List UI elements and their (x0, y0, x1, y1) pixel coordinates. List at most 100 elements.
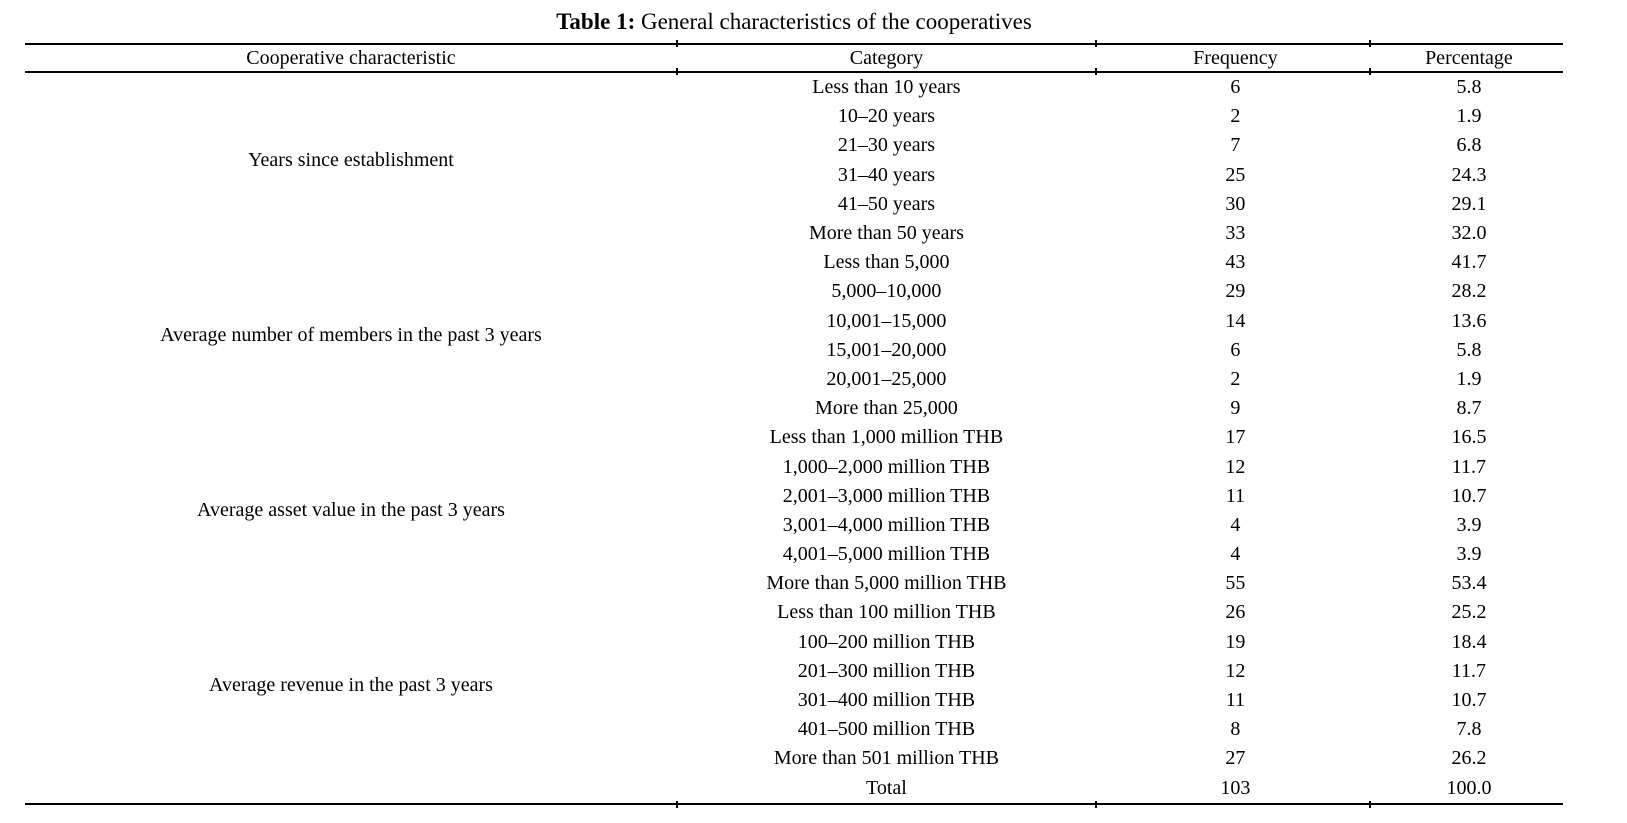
column-boundary-tick (1368, 40, 1371, 47)
frequency-cell: 43 (1225, 251, 1246, 274)
percentage-cell: 32.0 (1451, 222, 1487, 245)
frequency-cell: 30 (1225, 192, 1246, 215)
percentage-cell: 16.5 (1451, 426, 1487, 449)
category-cell: 10–20 years (837, 105, 936, 128)
frequency-cell: 9 (1230, 397, 1241, 420)
total-percentage-cell: 100.0 (1446, 776, 1492, 799)
category-cell: 20,001–25,000 (826, 367, 947, 390)
frequency-cell: 12 (1225, 455, 1246, 478)
percentage-cell: 5.8 (1456, 76, 1482, 99)
category-cell: 5,000–10,000 (831, 280, 942, 303)
column-boundary-tick (675, 68, 678, 75)
category-cell: 31–40 years (837, 163, 936, 186)
category-cell: 3,001–4,000 million THB (782, 513, 991, 536)
table-caption-label: Table 1: (556, 9, 636, 34)
column-boundary-tick (675, 800, 678, 808)
category-cell: 15,001–20,000 (826, 338, 947, 361)
category-cell: Less than 10 years (812, 76, 961, 99)
table-row: Average asset value in the past 3 years … (25, 423, 1563, 521)
percentage-cell: 3.9 (1456, 543, 1482, 566)
table-row: More than 501 million THB 27 26.2 (25, 744, 1563, 773)
column-header-category: Category (676, 44, 1096, 73)
category-cell: 100–200 million THB (797, 630, 976, 653)
total-label-cell: Total (866, 776, 907, 799)
frequency-cell: 2 (1230, 367, 1241, 390)
table-row: Years since establishment Less than 10 y… (25, 72, 1563, 171)
category-cell: Less than 100 million THB (777, 601, 996, 624)
category-cell: 4,001–5,000 million THB (782, 543, 991, 566)
frequency-cell: 11 (1225, 484, 1246, 507)
frequency-cell: 12 (1225, 659, 1246, 682)
characteristic-cell-empty (25, 774, 677, 804)
percentage-cell: 11.7 (1451, 659, 1487, 682)
frequency-cell: 4 (1230, 543, 1241, 566)
column-boundary-tick (1095, 40, 1098, 47)
total-frequency-cell: 103 (1220, 776, 1251, 799)
column-boundary-tick (1368, 68, 1371, 75)
table-row: 100–200 million THB 19 18.4 (25, 628, 1563, 657)
frequency-cell: 26 (1225, 601, 1246, 624)
percentage-cell: 24.3 (1451, 163, 1487, 186)
table-row: 15,001–20,000 6 5.8 (25, 336, 1563, 365)
table-row: 10,001–15,000 14 13.6 (25, 307, 1563, 336)
column-boundary-tick (675, 40, 678, 47)
cooperative-characteristics-table: Cooperative characteristic Category Freq… (25, 43, 1563, 805)
percentage-cell: 1.9 (1456, 105, 1482, 128)
table-row: 5,000–10,000 29 28.2 (25, 277, 1563, 306)
category-cell: Less than 1,000 million THB (769, 426, 1004, 449)
table-caption-text: General characteristics of the cooperati… (635, 9, 1032, 34)
frequency-cell: 6 (1230, 76, 1241, 99)
percentage-cell: 18.4 (1451, 630, 1487, 653)
category-cell: More than 501 million THB (773, 747, 1000, 770)
table-row: Average revenue in the past 3 years Less… (25, 598, 1563, 696)
category-cell: More than 5,000 million THB (766, 572, 1007, 595)
characteristic-cell: Average revenue in the past 3 years (209, 674, 493, 697)
column-boundary-tick (1368, 800, 1371, 808)
table-row: 201–300 million THB 12 11.7 (25, 657, 1563, 686)
frequency-cell: 27 (1225, 747, 1246, 770)
percentage-cell: 10.7 (1451, 689, 1487, 712)
frequency-cell: 17 (1225, 426, 1246, 449)
category-cell: More than 25,000 (815, 397, 958, 420)
table-caption: Table 1: General characteristics of the … (25, 7, 1563, 37)
table-row: Average number of members in the past 3 … (25, 248, 1563, 346)
percentage-cell: 6.8 (1456, 134, 1482, 157)
category-cell: 301–400 million THB (797, 689, 976, 712)
frequency-cell: 33 (1225, 222, 1246, 245)
frequency-cell: 55 (1225, 572, 1246, 595)
percentage-cell: 7.8 (1456, 718, 1482, 741)
percentage-cell: 26.2 (1451, 747, 1487, 770)
column-header-frequency: Frequency (1095, 44, 1375, 73)
characteristic-cell: Average number of members in the past 3 … (160, 324, 542, 347)
frequency-cell: 2 (1230, 105, 1241, 128)
column-boundary-tick (1095, 800, 1098, 808)
header-row: Cooperative characteristic Category Freq… (25, 44, 1563, 73)
percentage-cell: 11.7 (1451, 455, 1487, 478)
frequency-cell: 25 (1225, 163, 1246, 186)
percentage-cell: 53.4 (1451, 572, 1487, 595)
column-boundary-tick (1095, 68, 1098, 75)
table-row: 301–400 million THB 11 10.7 (25, 686, 1563, 715)
frequency-cell: 7 (1230, 134, 1241, 157)
table-row: 20,001–25,000 2 1.9 (25, 365, 1563, 394)
column-header-characteristic: Cooperative characteristic (25, 44, 677, 73)
table-row: 21–30 years 7 6.8 (25, 131, 1563, 160)
total-row: Total 103 100.0 (25, 774, 1563, 804)
frequency-cell: 6 (1230, 338, 1241, 361)
table-row: 31–40 years 25 24.3 (25, 161, 1563, 190)
category-cell: 1,000–2,000 million THB (782, 455, 991, 478)
table-row: 2,001–3,000 million THB 11 10.7 (25, 482, 1563, 511)
table-row: More than 5,000 million THB 55 53.4 (25, 569, 1563, 598)
percentage-cell: 1.9 (1456, 367, 1482, 390)
category-cell: 41–50 years (837, 192, 936, 215)
percentage-cell: 3.9 (1456, 513, 1482, 536)
category-cell: 10,001–15,000 (826, 309, 947, 332)
table-row: 41–50 years 30 29.1 (25, 190, 1563, 219)
category-cell: Less than 5,000 (823, 251, 950, 274)
frequency-cell: 14 (1225, 309, 1246, 332)
table-container: Cooperative characteristic Category Freq… (25, 40, 1563, 808)
table-row: More than 25,000 9 8.7 (25, 394, 1563, 423)
percentage-cell: 28.2 (1451, 280, 1487, 303)
frequency-cell: 29 (1225, 280, 1246, 303)
